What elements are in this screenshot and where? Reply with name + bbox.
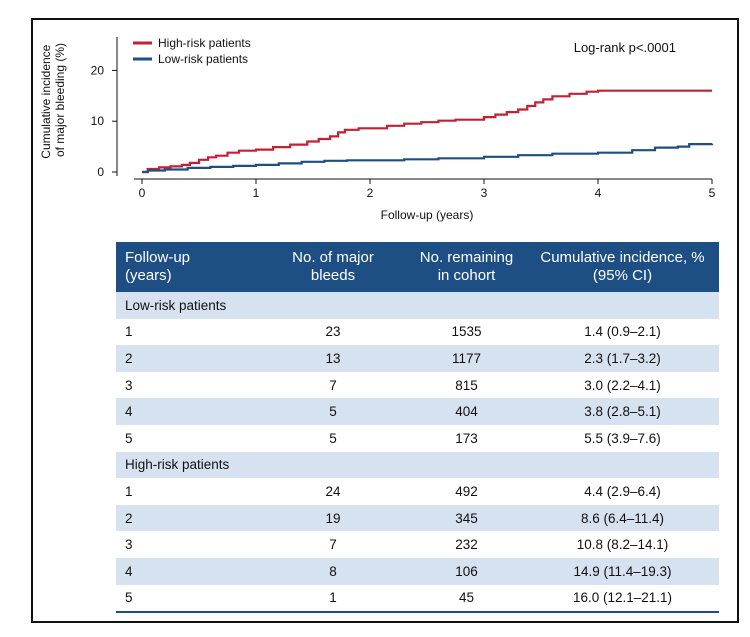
header-bleeds-line2: bleeds [310,267,356,284]
header-followup-line1: Follow-up [125,249,191,266]
cell-incidence: 3.0 (2.2–4.1) [526,371,719,399]
header-followup-line2: (years) [125,267,172,284]
cell-remaining: 45 [407,584,526,614]
header-followup: Follow-up (years) [116,242,259,292]
cell-followup: 5 [116,584,259,614]
cell-bleeds: 8 [259,557,407,585]
table-row: 4 5 404 3.8 (2.8–5.1) [116,398,719,425]
cell-followup: 4 [116,398,259,425]
km-curve-high-risk [142,89,712,174]
table-row: 3 7 232 10.8 (8.2–14.1) [116,531,719,558]
cell-remaining: 173 [407,424,526,452]
cell-incidence: 4.4 (2.9–6.4) [526,478,719,505]
table-row: 1 24 492 4.4 (2.9–6.4) [116,478,719,505]
header-bleeds: No. of major bleeds [259,242,407,292]
header-incidence-line2: (95% CI) [592,267,653,284]
header-remaining-line1: No. remaining [419,249,514,266]
y-tick-label-1: 10 [91,114,105,128]
cell-followup: 4 [116,557,259,585]
cell-remaining: 345 [407,504,526,532]
cell-bleeds: 5 [259,398,407,425]
x-tick-label-4: 4 [595,186,602,200]
table-row: 2 19 345 8.6 (6.4–11.4) [116,504,719,532]
table-row: 3 7 815 3.0 (2.2–4.1) [116,371,719,399]
cell-remaining: 1177 [407,345,526,372]
cell-remaining: 232 [407,531,526,558]
cell-followup: 2 [116,504,259,532]
cell-bleeds: 5 [259,424,407,452]
cell-bleeds: 13 [259,345,407,372]
header-bleeds-line1: No. of major [292,249,374,266]
legend-label-low-risk: Low-risk patients [158,52,248,66]
table-row: 5 1 45 16.0 (12.1–21.1) [116,584,719,614]
cell-bleeds: 23 [259,318,407,346]
cell-incidence: 5.5 (3.9–7.6) [526,424,719,452]
cell-followup: 5 [116,424,259,452]
cell-followup: 3 [116,371,259,399]
cell-bleeds: 7 [259,531,407,558]
header-incidence-line1: Cumulative incidence, % [540,249,705,266]
x-axis-label: Follow-up (years) [381,208,474,222]
header-remaining: No. remaining in cohort [407,242,526,292]
x-tick-label-3: 3 [481,186,488,200]
cell-incidence: 10.8 (8.2–14.1) [526,531,719,558]
x-tick-label-0: 0 [139,186,146,200]
cell-incidence: 2.3 (1.7–3.2) [526,345,719,372]
legend: High-risk patients Low-risk patients [133,36,251,66]
table-row: 1 23 1535 1.4 (0.9–2.1) [116,318,719,346]
cell-remaining: 1535 [407,318,526,346]
y-axis-label-line1: Cumulative incidence [39,44,53,158]
x-tick-label-1: 1 [253,186,260,200]
series-layer [142,89,714,174]
cell-remaining: 492 [407,478,526,505]
header-remaining-line2: in cohort [437,267,496,284]
cell-incidence: 14.9 (11.4–19.3) [526,557,719,585]
table-row: 4 8 106 14.9 (11.4–19.3) [116,557,719,585]
y-axis-label-line2: of major bleeding (%) [53,43,67,157]
cell-followup: 1 [116,318,259,346]
cell-remaining: 815 [407,371,526,399]
cell-incidence: 1.4 (0.9–2.1) [526,318,719,346]
group-row: Low-risk patients [116,292,719,319]
incidence-table: Follow-up (years) No. of major bleeds No… [116,242,719,614]
cell-incidence: 8.6 (6.4–11.4) [526,504,719,532]
table-body: Low-risk patients 1 23 1535 1.4 (0.9–2.1) 2 13… [116,292,719,614]
km-chart: 0 10 20 0 1 2 3 4 5 High-risk patients Low-risk p… [39,36,716,222]
cell-bleeds: 19 [259,504,407,532]
y-axis-label: Cumulative incidence of major bleeding (… [39,41,67,158]
x-tick-label-2: 2 [367,186,374,200]
group-label: High-risk patients [116,451,719,479]
cell-bleeds: 7 [259,371,407,399]
table-row: 5 5 173 5.5 (3.9–7.6) [116,424,719,452]
axes: 0 10 20 0 1 2 3 4 5 [91,37,716,200]
km-curve-low-risk [142,143,714,174]
table-row: 2 13 1177 2.3 (1.7–3.2) [116,345,719,372]
header-incidence: Cumulative incidence, % (95% CI) [526,242,719,292]
y-tick-label-0: 0 [97,165,104,179]
legend-label-high-risk: High-risk patients [158,36,251,50]
logrank-annotation: Log-rank p<.0001 [574,40,676,55]
cell-remaining: 404 [407,398,526,425]
table-header-row: Follow-up (years) No. of major bleeds No… [116,242,719,292]
cell-bleeds: 24 [259,478,407,505]
x-tick-label-5: 5 [709,186,716,200]
cell-followup: 2 [116,345,259,372]
cell-incidence: 3.8 (2.8–5.1) [526,398,719,425]
cell-incidence: 16.0 (12.1–21.1) [526,584,719,614]
cell-followup: 1 [116,478,259,505]
cell-followup: 3 [116,531,259,558]
cell-remaining: 106 [407,557,526,585]
cell-bleeds: 1 [259,584,407,614]
group-label: Low-risk patients [116,292,719,319]
group-row: High-risk patients [116,451,719,479]
y-tick-label-2: 20 [91,63,105,77]
